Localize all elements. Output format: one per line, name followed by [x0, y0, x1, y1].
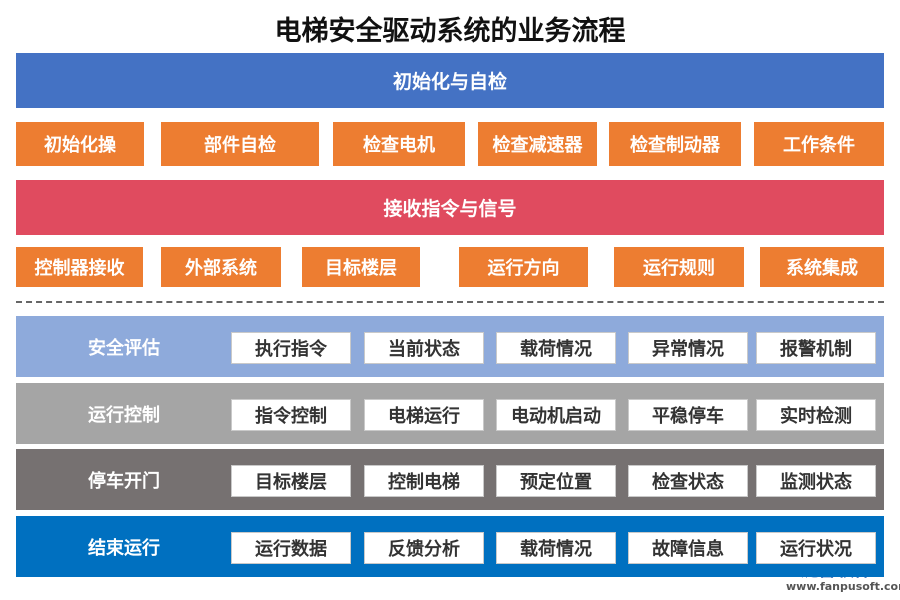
stage-item: 检查状态 — [628, 465, 748, 497]
stage-item: 控制电梯 — [364, 465, 484, 497]
step-box: 运行规则 — [614, 247, 744, 287]
stage-item: 异常情况 — [628, 332, 748, 364]
step-box: 检查制动器 — [609, 122, 741, 166]
step-box: 检查电机 — [333, 122, 465, 166]
section-header: 初始化与自检 — [16, 53, 884, 108]
section-header: 接收指令与信号 — [16, 180, 884, 235]
stage-item: 监测状态 — [756, 465, 876, 497]
stage-item: 实时检测 — [756, 399, 876, 431]
stage-item: 当前状态 — [364, 332, 484, 364]
stage-item: 报警机制 — [756, 332, 876, 364]
step-box: 检查减速器 — [478, 122, 597, 166]
stage-item: 运行状况 — [756, 532, 876, 564]
stage-item: 执行指令 — [231, 332, 351, 364]
title: 电梯安全驱动系统的业务流程 — [274, 15, 626, 47]
stage-item: 目标楼层 — [231, 465, 351, 497]
step-box: 初始化操 — [16, 122, 144, 166]
step-box: 部件自检 — [161, 122, 319, 166]
stage-item: 载荷情况 — [496, 532, 616, 564]
stage-item: 故障信息 — [628, 532, 748, 564]
step-box: 运行方向 — [459, 247, 588, 287]
stage-label: 结束运行 — [88, 537, 160, 559]
stage-item: 平稳停车 — [628, 399, 748, 431]
stage-item: 载荷情况 — [496, 332, 616, 364]
stage-item: 运行数据 — [231, 532, 351, 564]
stage-item: 电梯运行 — [364, 399, 484, 431]
stage-item: 指令控制 — [231, 399, 351, 431]
step-box: 工作条件 — [754, 122, 884, 166]
divider — [16, 301, 884, 303]
watermark-url: www.fanpusoft.com — [786, 580, 900, 593]
step-box: 目标楼层 — [302, 247, 420, 287]
stage-item: 预定位置 — [496, 465, 616, 497]
stage-label: 运行控制 — [88, 404, 160, 426]
stage-item: 电动机启动 — [496, 399, 616, 431]
stage-label: 停车开门 — [88, 470, 160, 492]
stage-item: 反馈分析 — [364, 532, 484, 564]
step-box: 控制器接收 — [16, 247, 143, 287]
step-box: 外部系统 — [161, 247, 281, 287]
step-box: 系统集成 — [760, 247, 884, 287]
stage-label: 安全评估 — [88, 337, 160, 359]
